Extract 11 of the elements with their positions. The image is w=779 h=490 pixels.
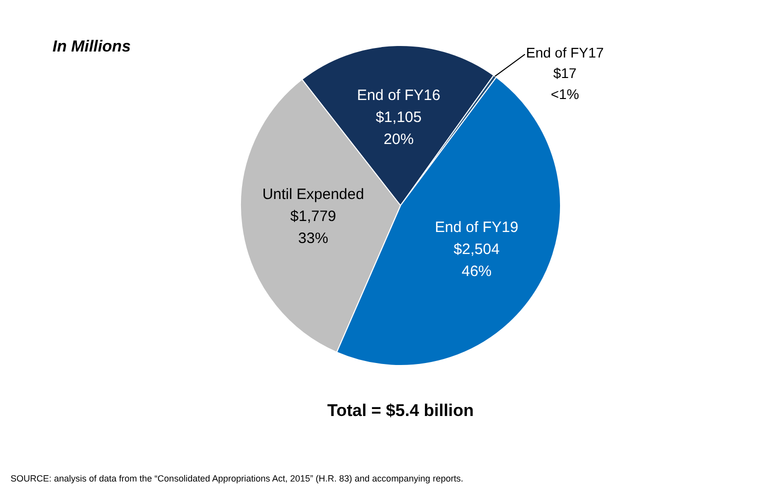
source-note: SOURCE: analysis of data from the “Consolidated Appropriations Act, 2015” (H.R. 83) and accompanying reports.: [10, 474, 464, 484]
text: Total = $5.4 billion: [327, 401, 474, 420]
slice-label: Until Expended: [262, 186, 364, 203]
slice-label: End of FY17: [526, 44, 604, 60]
data-label: $1,105 20%: [376, 109, 422, 148]
text: In Millions: [52, 38, 131, 56]
data-label: $17 <1%: [550, 65, 580, 102]
data-label: $1,779 33%: [290, 208, 336, 248]
slice-label: End of FY19: [434, 219, 518, 236]
slice-label: End of FY16: [356, 86, 440, 104]
data-label: $2,504 46%: [454, 241, 500, 280]
